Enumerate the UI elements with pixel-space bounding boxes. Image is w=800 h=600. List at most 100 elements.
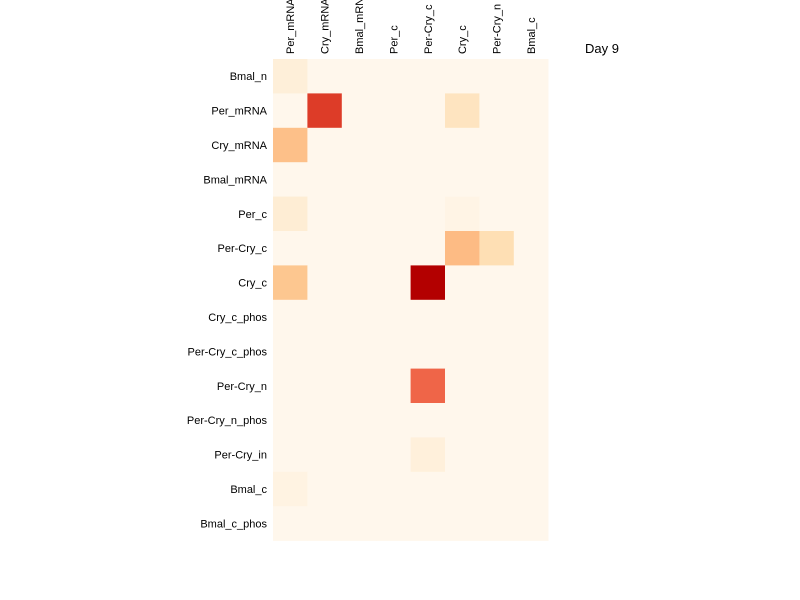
heatmap-cell-Cry_mRNA-Cry_c: [445, 127, 480, 163]
heatmap-cell-Bmal_mRNA-Cry_mRNA: [307, 162, 343, 197]
row-label: Bmal_n: [230, 71, 267, 83]
heatmap-cell-Per-Cry_n_phos-Per_mRNA: [273, 403, 308, 438]
heatmap-cell-Per-Cry_c-Per-Cry_c: [410, 231, 446, 266]
row-label: Cry_c_phos: [208, 312, 267, 324]
heatmap-cell-Per-Cry_in-Per-Cry_c: [410, 437, 446, 473]
column-label: Bmal_mRNA: [354, 0, 366, 54]
row-label: Bmal_c_phos: [200, 518, 267, 530]
heatmap-cell-Cry_c-Per_mRNA: [273, 265, 308, 301]
heatmap-cell-Cry_c_phos-Cry_c: [445, 299, 480, 335]
heatmap-cell-Bmal_n-Per_c: [376, 59, 411, 94]
heatmap-cell-Per-Cry_c-Cry_c: [445, 231, 480, 266]
heatmap-cell-Bmal_c_phos-Per_c: [376, 506, 411, 541]
heatmap-cell-Per_c-Cry_mRNA: [307, 196, 343, 232]
heatmap-cell-Bmal_c_phos-Per_mRNA: [273, 506, 308, 541]
heatmap-cell-Bmal_n-Per-Cry_c: [410, 59, 446, 94]
heatmap-cell-Per-Cry_c-Per_mRNA: [273, 231, 308, 266]
heatmap-cell-Per-Cry_c_phos-Per_mRNA: [273, 334, 308, 369]
heatmap-cell-Bmal_c_phos-Cry_mRNA: [307, 506, 343, 541]
heatmap-cell-Bmal_c_phos-Bmal_mRNA: [341, 506, 377, 541]
heatmap-cell-Cry_c_phos-Bmal_c: [513, 299, 549, 335]
row-label: Per-Cry_c_phos: [188, 346, 268, 358]
heatmap-cell-Per_mRNA-Per_c: [376, 93, 411, 129]
heatmap-cell-Cry_c_phos-Bmal_mRNA: [341, 299, 377, 335]
heatmap-cell-Per_mRNA-Bmal_mRNA: [341, 93, 377, 129]
row-label: Per-Cry_n: [217, 381, 267, 393]
heatmap-cell-Bmal_n-Per_mRNA: [273, 59, 308, 94]
heatmap-cell-Per-Cry_n_phos-Cry_c: [445, 403, 480, 438]
column-label: Bmal_c: [526, 17, 538, 54]
heatmap-cell-Cry_mRNA-Per_c: [376, 127, 411, 163]
heatmap-cell-Bmal_c-Bmal_c: [513, 471, 549, 507]
heatmap-cell-Per-Cry_c_phos-Per-Cry_c: [410, 334, 446, 369]
heatmap-cell-Per-Cry_n-Bmal_mRNA: [341, 368, 377, 404]
heatmap-cell-Per-Cry_c_phos-Cry_c: [445, 334, 480, 369]
heatmap-cell-Bmal_n-Bmal_mRNA: [341, 59, 377, 94]
heatmap-cell-Bmal_mRNA-Bmal_mRNA: [341, 162, 377, 197]
heatmap-cell-Bmal_mRNA-Per-Cry_n: [479, 162, 515, 197]
heatmap-cell-Per-Cry_in-Bmal_mRNA: [341, 437, 377, 473]
heatmap-cell-Per-Cry_n_phos-Cry_mRNA: [307, 403, 343, 438]
heatmap-cell-Bmal_n-Per-Cry_n: [479, 59, 515, 94]
heatmap-cell-Cry_c-Cry_mRNA: [307, 265, 343, 301]
heatmap-cell-Bmal_mRNA-Per_mRNA: [273, 162, 308, 197]
heatmap-cell-Cry_c-Per-Cry_n: [479, 265, 515, 301]
heatmap-cell-Per_c-Cry_c: [445, 196, 480, 232]
heatmap-cell-Per-Cry_in-Per-Cry_n: [479, 437, 515, 473]
heatmap-cell-Per-Cry_n_phos-Per-Cry_c: [410, 403, 446, 438]
heatmap-cell-Per_mRNA-Cry_mRNA: [307, 93, 343, 129]
heatmap-cell-Per_c-Bmal_c: [513, 196, 549, 232]
heatmap-cell-Cry_c_phos-Per_c: [376, 299, 411, 335]
heatmap-cell-Cry_c_phos-Per-Cry_n: [479, 299, 515, 335]
heatmap-cell-Per-Cry_n-Per-Cry_n: [479, 368, 515, 404]
heatmap-cell-Cry_mRNA-Per_mRNA: [273, 127, 308, 163]
heatmap-cell-Per-Cry_c-Cry_mRNA: [307, 231, 343, 266]
heatmap-cell-Bmal_c-Per-Cry_n: [479, 471, 515, 507]
row-label: Bmal_c: [230, 484, 267, 496]
row-label: Cry_mRNA: [211, 140, 267, 152]
heatmap-cell-Bmal_c_phos-Per-Cry_c: [410, 506, 446, 541]
row-label: Cry_c: [238, 278, 267, 290]
chart-title: Day 9: [585, 41, 619, 56]
heatmap-cell-Per_mRNA-Cry_c: [445, 93, 480, 129]
heatmap-cell-Bmal_n-Bmal_c: [513, 59, 549, 94]
heatmap-cell-Cry_mRNA-Cry_mRNA: [307, 127, 343, 163]
heatmap-cell-Per-Cry_n-Cry_mRNA: [307, 368, 343, 404]
heatmap-cell-Per-Cry_c-Bmal_mRNA: [341, 231, 377, 266]
heatmap-cell-Cry_c_phos-Per_mRNA: [273, 299, 308, 335]
heatmap-cell-Bmal_c-Per_mRNA: [273, 471, 308, 507]
column-labels: Per_mRNA Cry_mRNA Bmal_mRNA Per_c Per-Cry_c C…: [285, 0, 538, 54]
column-label: Per-Cry_n: [492, 4, 504, 54]
heatmap-cell-Cry_mRNA-Per-Cry_c: [410, 127, 446, 163]
heatmap-cell-Per_c-Per-Cry_n: [479, 196, 515, 232]
row-label: Per-Cry_in: [214, 450, 267, 462]
column-label: Per_c: [388, 25, 400, 54]
heatmap-cell-Cry_mRNA-Per-Cry_n: [479, 127, 515, 163]
heatmap-cell-Bmal_c_phos-Per-Cry_n: [479, 506, 515, 541]
column-label: Cry_mRNA: [320, 0, 332, 54]
heatmap-cell-Per-Cry_c_phos-Bmal_c: [513, 334, 549, 369]
heatmap-cell-Cry_c-Bmal_mRNA: [341, 265, 377, 301]
heatmap-cell-Bmal_mRNA-Per_c: [376, 162, 411, 197]
heatmap-cell-Bmal_mRNA-Per-Cry_c: [410, 162, 446, 197]
heatmap-cell-Cry_c-Bmal_c: [513, 265, 549, 301]
heatmap-cell-Per-Cry_c_phos-Per-Cry_n: [479, 334, 515, 369]
heatmap-cell-Cry_c-Cry_c: [445, 265, 480, 301]
heatmap-cell-Bmal_n-Cry_mRNA: [307, 59, 343, 94]
heatmap-cell-Per_mRNA-Per_mRNA: [273, 93, 308, 129]
heatmap-cell-Bmal_c-Bmal_mRNA: [341, 471, 377, 507]
heatmap-cell-Per-Cry_c_phos-Bmal_mRNA: [341, 334, 377, 369]
heatmap-cell-Per_mRNA-Per-Cry_n: [479, 93, 515, 129]
heatmap-cell-Bmal_mRNA-Cry_c: [445, 162, 480, 197]
heatmap-cell-Per-Cry_in-Cry_mRNA: [307, 437, 343, 473]
heatmap-cell-Per_c-Bmal_mRNA: [341, 196, 377, 232]
heatmap-cell-Bmal_mRNA-Bmal_c: [513, 162, 549, 197]
heatmap-cell-Bmal_c-Per_c: [376, 471, 411, 507]
heatmap-cell-Bmal_n-Cry_c: [445, 59, 480, 94]
heatmap-cell-Cry_mRNA-Bmal_c: [513, 127, 549, 163]
row-label: Per_c: [238, 209, 267, 221]
heatmap-cell-Per_c-Per_mRNA: [273, 196, 308, 232]
heatmap-cells: [273, 59, 549, 541]
heatmap-cell-Per-Cry_n_phos-Per_c: [376, 403, 411, 438]
heatmap-cell-Per-Cry_in-Cry_c: [445, 437, 480, 473]
